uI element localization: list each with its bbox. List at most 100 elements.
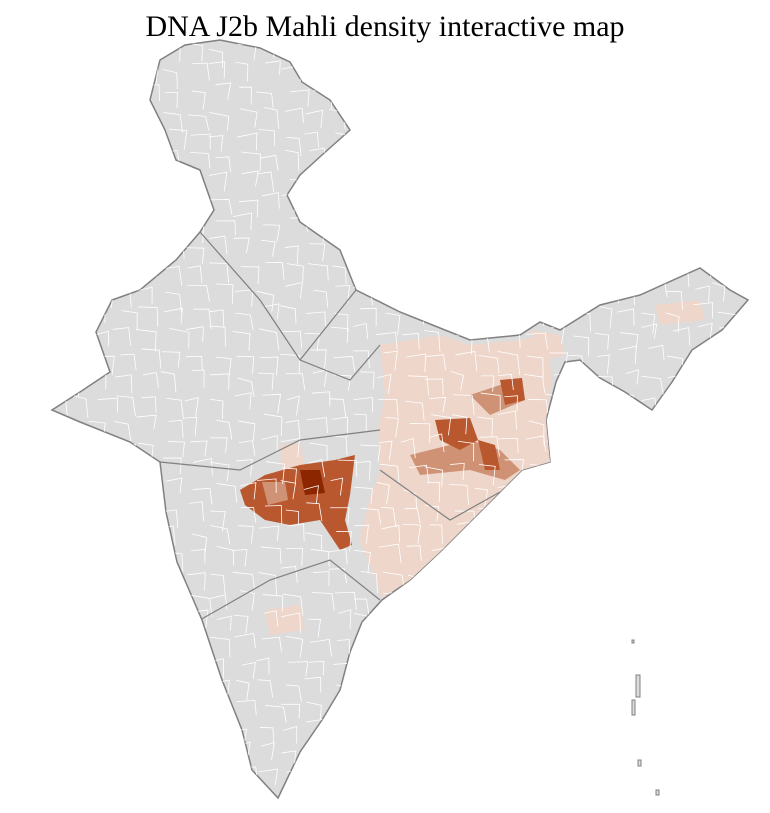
district-boundary bbox=[215, 82, 232, 100]
district-boundary bbox=[428, 48, 446, 68]
district-boundary bbox=[241, 661, 256, 680]
density-region-low[interactable] bbox=[265, 605, 305, 635]
district-boundary bbox=[452, 610, 471, 631]
district-boundary bbox=[190, 151, 211, 169]
density-region-high[interactable] bbox=[478, 440, 500, 470]
district-boundary bbox=[428, 174, 444, 193]
density-region-mid[interactable] bbox=[262, 482, 288, 505]
district-boundary bbox=[424, 378, 444, 396]
district-boundary bbox=[570, 769, 585, 792]
district-boundary bbox=[334, 313, 349, 332]
district-boundary bbox=[66, 634, 81, 651]
district-boundary bbox=[430, 796, 453, 798]
district-boundary bbox=[381, 283, 397, 305]
district-boundary bbox=[641, 176, 660, 193]
district-boundary bbox=[449, 65, 469, 86]
district-boundary bbox=[165, 477, 183, 494]
district-boundary bbox=[52, 43, 59, 61]
district-boundary bbox=[740, 527, 748, 547]
district-boundary bbox=[285, 547, 304, 566]
district-boundary bbox=[430, 709, 451, 724]
district-boundary bbox=[716, 175, 733, 193]
district-boundary bbox=[380, 620, 403, 641]
district-boundary bbox=[115, 374, 133, 394]
district-boundary bbox=[377, 158, 395, 179]
district-boundary bbox=[744, 236, 748, 253]
district-boundary bbox=[740, 108, 748, 127]
district-boundary bbox=[452, 414, 468, 435]
district-boundary bbox=[568, 617, 583, 641]
district-boundary bbox=[191, 548, 206, 564]
district-boundary bbox=[498, 548, 513, 566]
district-boundary bbox=[481, 790, 498, 798]
district-boundary bbox=[551, 526, 567, 543]
district-boundary bbox=[73, 729, 95, 751]
district-boundary bbox=[238, 199, 259, 218]
district-boundary bbox=[525, 771, 541, 788]
district-boundary bbox=[65, 148, 87, 164]
district-boundary bbox=[93, 259, 109, 278]
district-boundary bbox=[210, 796, 228, 798]
district-boundary bbox=[52, 699, 71, 715]
district-boundary bbox=[697, 322, 713, 342]
district-boundary bbox=[332, 416, 349, 437]
district-boundary bbox=[714, 395, 731, 419]
district-boundary bbox=[522, 550, 537, 571]
density-region-low[interactable] bbox=[530, 330, 565, 360]
district-boundary bbox=[426, 744, 441, 764]
district-boundary bbox=[361, 703, 382, 722]
district-boundary bbox=[504, 595, 522, 616]
district-boundary bbox=[215, 220, 236, 236]
district-boundary bbox=[521, 643, 539, 663]
district-boundary bbox=[385, 312, 401, 335]
district-boundary bbox=[400, 242, 420, 262]
district-boundary bbox=[186, 326, 204, 342]
density-region-high[interactable] bbox=[240, 455, 355, 550]
district-boundary bbox=[380, 506, 397, 528]
district-boundary bbox=[648, 418, 662, 439]
district-boundary bbox=[741, 726, 748, 746]
district-boundary bbox=[307, 618, 322, 638]
district-boundary bbox=[64, 111, 81, 130]
district-boundary bbox=[743, 267, 748, 288]
district-boundary bbox=[208, 111, 230, 131]
district-boundary bbox=[503, 257, 524, 276]
district-boundary bbox=[307, 263, 329, 281]
district-boundary bbox=[138, 442, 154, 463]
district-boundary bbox=[209, 373, 230, 390]
district-boundary bbox=[689, 740, 709, 760]
district-boundary bbox=[232, 330, 251, 351]
district-boundary bbox=[116, 395, 136, 417]
density-region-high[interactable] bbox=[435, 418, 478, 450]
district-boundary bbox=[353, 199, 371, 222]
district-boundary bbox=[598, 460, 612, 476]
district-boundary bbox=[524, 373, 546, 393]
district-boundary bbox=[208, 135, 224, 152]
district-boundary bbox=[496, 40, 516, 58]
district-boundary bbox=[379, 463, 400, 484]
district-boundary bbox=[285, 373, 306, 391]
district-boundary bbox=[89, 463, 110, 480]
district-boundary bbox=[286, 684, 302, 702]
district-boundary bbox=[402, 723, 424, 743]
district-boundary bbox=[88, 65, 106, 85]
district-boundary bbox=[573, 420, 590, 441]
district-boundary bbox=[257, 171, 275, 192]
district-boundary bbox=[65, 422, 85, 441]
district-boundary bbox=[520, 129, 535, 147]
district-boundary bbox=[304, 131, 319, 147]
district-boundary bbox=[138, 702, 154, 722]
district-boundary bbox=[400, 438, 416, 459]
district-boundary bbox=[528, 794, 544, 798]
district-boundary bbox=[666, 676, 687, 695]
district-boundary bbox=[671, 506, 691, 526]
density-region-high[interactable] bbox=[500, 378, 525, 405]
district-boundary bbox=[692, 788, 712, 798]
district-boundary bbox=[287, 523, 305, 542]
district-boundary bbox=[334, 770, 350, 786]
district-boundary bbox=[548, 659, 567, 677]
district-boundary bbox=[332, 265, 347, 285]
density-region-low[interactable] bbox=[655, 300, 705, 325]
district-boundary bbox=[97, 741, 114, 760]
